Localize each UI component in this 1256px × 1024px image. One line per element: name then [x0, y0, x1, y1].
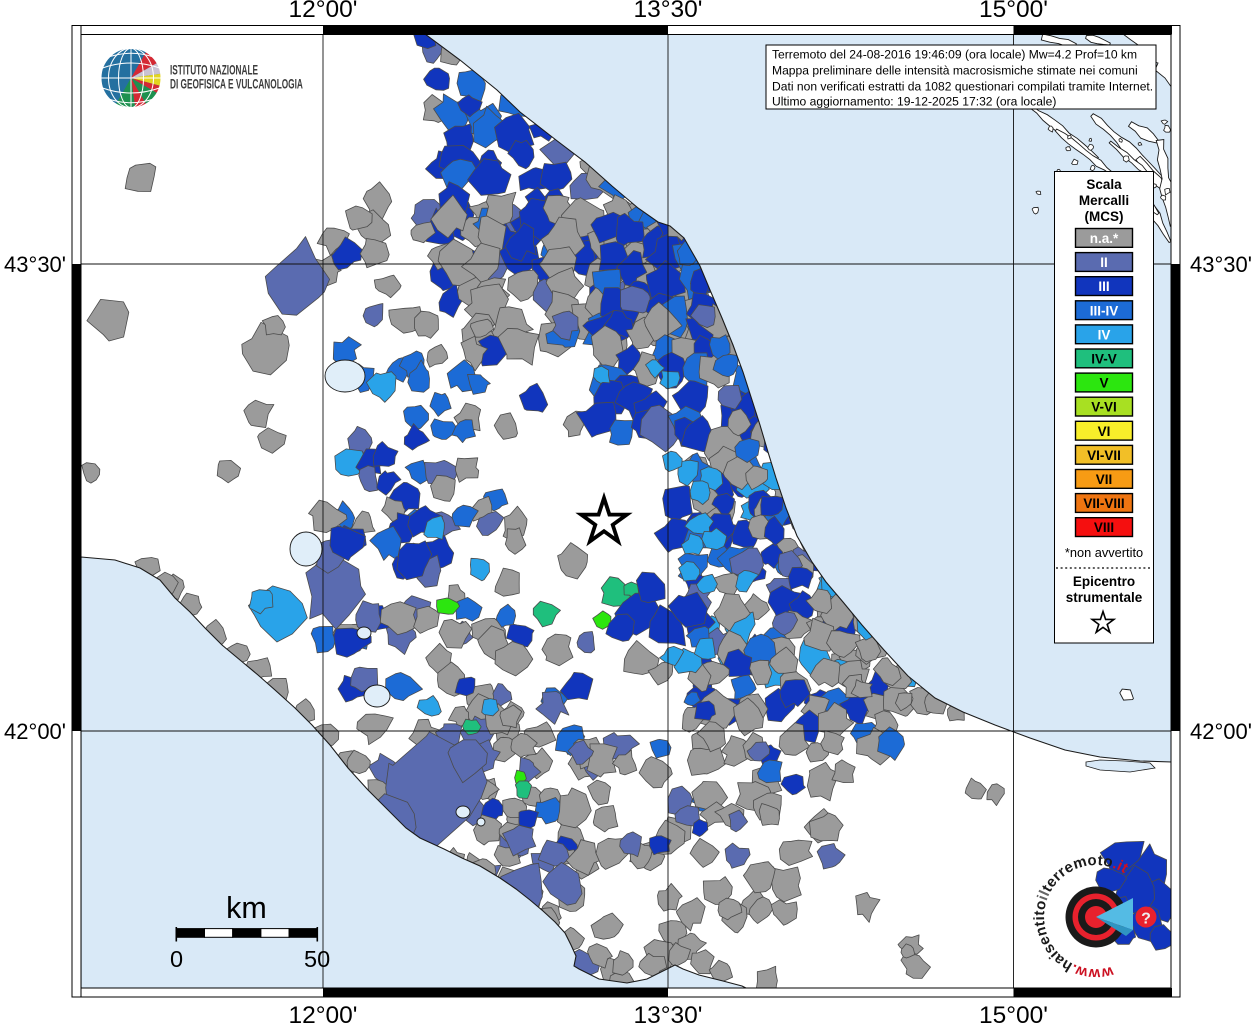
svg-text:V: V	[1099, 376, 1108, 391]
svg-text:Ultimo aggiornamento: 19-12-20: Ultimo aggiornamento: 19-12-2025 17:32 (…	[772, 95, 1056, 109]
svg-text:II: II	[1100, 255, 1108, 270]
svg-text:Dati non verificati estratti d: Dati non verificati estratti da 1082 que…	[772, 80, 1153, 94]
svg-text:42°00': 42°00'	[4, 719, 66, 744]
svg-text:VI-VII: VI-VII	[1087, 448, 1121, 463]
svg-text:Mappa preliminare delle intens: Mappa preliminare delle intensità macros…	[772, 64, 1138, 78]
svg-text:n.a.*: n.a.*	[1090, 231, 1119, 246]
svg-text:km: km	[226, 891, 267, 925]
svg-text:?: ?	[1141, 911, 1151, 928]
svg-text:15°00': 15°00'	[979, 0, 1048, 23]
svg-text:15°00': 15°00'	[979, 1002, 1048, 1024]
svg-text:DI GEOFISICA E VULCANOLOGIA: DI GEOFISICA E VULCANOLOGIA	[170, 78, 303, 93]
svg-text:VIII: VIII	[1094, 520, 1114, 535]
svg-text:12°00': 12°00'	[289, 1002, 358, 1024]
svg-text:50: 50	[304, 946, 330, 972]
svg-text:Epicentro: Epicentro	[1073, 574, 1135, 589]
svg-text:VI: VI	[1098, 424, 1111, 439]
svg-text:IV-V: IV-V	[1091, 352, 1117, 367]
svg-text:VII-VIII: VII-VIII	[1083, 496, 1124, 511]
svg-text:*non avvertito: *non avvertito	[1065, 545, 1143, 560]
svg-text:Mercalli: Mercalli	[1079, 193, 1129, 208]
svg-text:0: 0	[170, 946, 183, 972]
svg-text:42°00': 42°00'	[1190, 719, 1252, 744]
svg-text:43°30': 43°30'	[1190, 252, 1252, 277]
svg-text:VII: VII	[1096, 472, 1113, 487]
svg-text:III: III	[1098, 279, 1109, 294]
svg-text:13°30': 13°30'	[634, 1002, 703, 1024]
svg-text:13°30': 13°30'	[634, 0, 703, 23]
svg-text:V-VI: V-VI	[1091, 400, 1117, 415]
svg-text:43°30': 43°30'	[4, 252, 66, 277]
svg-text:strumentale: strumentale	[1066, 590, 1143, 605]
svg-text:III-IV: III-IV	[1090, 303, 1119, 318]
svg-text:IV: IV	[1098, 327, 1111, 342]
svg-text:Terremoto del 24-08-2016 19:46: Terremoto del 24-08-2016 19:46:09 (ora l…	[772, 48, 1137, 62]
svg-text:(MCS): (MCS)	[1085, 209, 1124, 224]
svg-text:12°00': 12°00'	[289, 0, 358, 23]
svg-text:ISTITUTO NAZIONALE: ISTITUTO NAZIONALE	[170, 64, 258, 79]
svg-text:Scala: Scala	[1086, 177, 1122, 192]
